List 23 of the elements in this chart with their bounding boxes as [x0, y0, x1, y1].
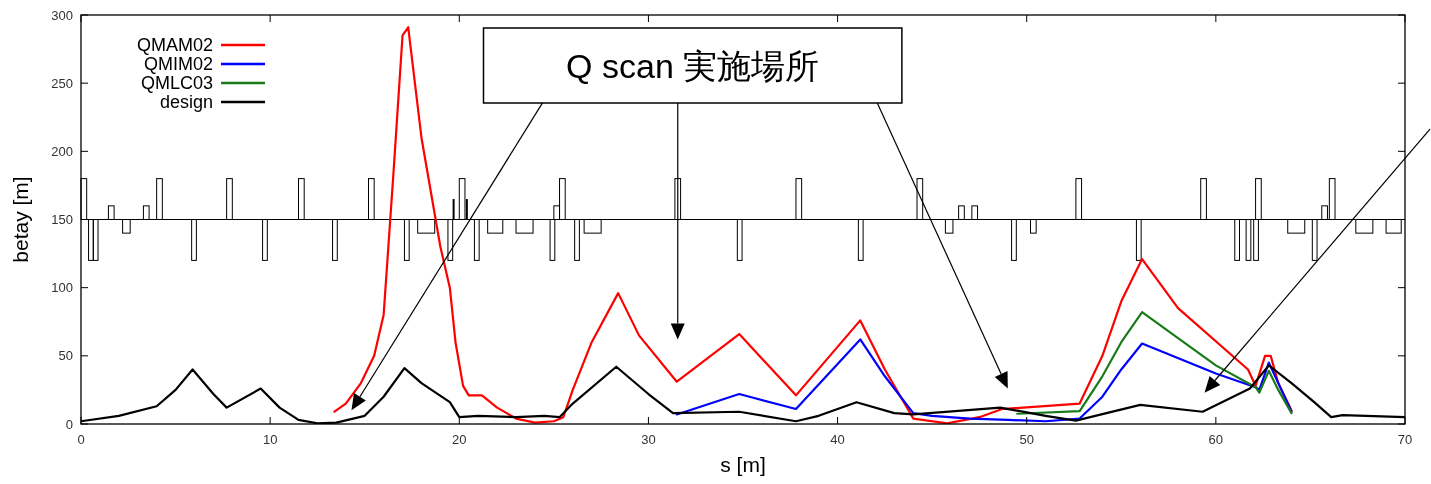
legend-label: QMLC03 — [140, 73, 213, 93]
y-tick-label: 0 — [65, 416, 73, 432]
y-tick-label: 100 — [51, 280, 73, 296]
x-tick-label: 10 — [262, 432, 278, 447]
y-tick-label: 250 — [51, 75, 73, 91]
x-tick-label: 40 — [830, 432, 845, 447]
y-tick-label: 300 — [51, 7, 73, 23]
legend-label: QMIM02 — [143, 54, 213, 74]
annotation: Q scan 実施場所 — [482, 27, 903, 104]
x-tick-label: 20 — [452, 432, 467, 447]
x-tick-label: 60 — [1208, 432, 1224, 447]
x-tick-label: 30 — [641, 432, 656, 447]
legend-label: design — [159, 92, 213, 112]
y-tick-label: 150 — [51, 212, 73, 227]
annotation: Q scan 実施場所 — [566, 46, 820, 85]
y-tick-label: 200 — [51, 143, 73, 159]
legend-label: QMAM02 — [136, 35, 213, 55]
x-tick-label: 50 — [1019, 432, 1034, 447]
x-axis-title: s [m] — [720, 453, 766, 476]
y-axis-title: betay [m] — [9, 176, 32, 263]
y-tick-label: 50 — [58, 348, 73, 364]
x-tick-label: 70 — [1397, 432, 1413, 447]
x-tick-label: 0 — [77, 432, 85, 447]
